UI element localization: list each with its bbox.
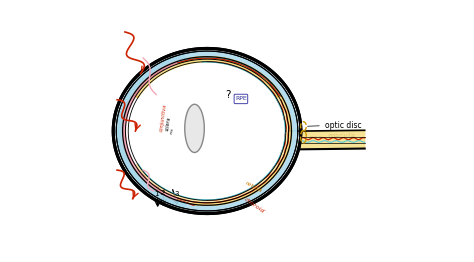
FancyBboxPatch shape [234,94,248,104]
Text: iris: iris [170,128,175,134]
Text: 2: 2 [160,190,164,196]
Text: ?: ? [225,90,231,100]
Polygon shape [123,62,177,200]
Polygon shape [116,51,298,211]
Polygon shape [116,54,186,208]
Polygon shape [133,57,281,97]
Polygon shape [113,48,301,214]
Text: conjunctiva: conjunctiva [159,104,168,132]
Text: 1: 1 [155,191,159,197]
Text: choroid: choroid [243,196,265,214]
Text: 3: 3 [174,191,178,197]
Text: optic disc: optic disc [308,121,362,129]
Polygon shape [123,60,182,202]
Polygon shape [194,57,292,205]
Text: macula: macula [309,132,355,141]
Text: sclera: sclera [165,116,172,131]
Text: RPE: RPE [235,96,247,101]
Polygon shape [133,95,292,205]
Text: retina: retina [245,181,264,194]
Polygon shape [137,59,277,96]
Polygon shape [301,130,365,149]
Ellipse shape [185,104,204,152]
